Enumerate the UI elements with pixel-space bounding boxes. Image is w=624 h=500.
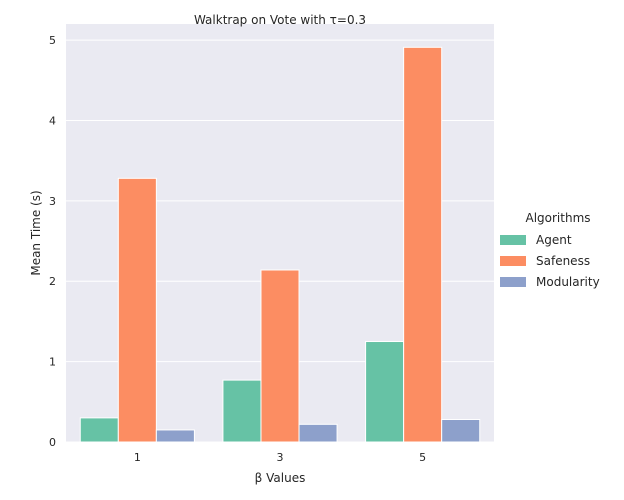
bar-agent-3: [222, 379, 262, 443]
bar-safeness-1: [117, 177, 157, 443]
legend-label-modularity: Modularity: [536, 275, 600, 289]
y-tick-label: 4: [49, 114, 56, 127]
bar-modularity-1: [155, 429, 195, 443]
bar-modularity-5: [441, 418, 481, 443]
bar-safeness-3: [260, 269, 300, 443]
legend-swatch-agent: [500, 235, 526, 245]
y-axis-label: Mean Time (s): [29, 190, 43, 275]
y-tick-label: 5: [49, 34, 56, 47]
bar-agent-1: [79, 417, 119, 443]
y-tick-label: 0: [49, 436, 56, 449]
y-tick-label: 1: [49, 356, 56, 369]
bar-safeness-5: [403, 46, 443, 443]
legend-swatch-safeness: [500, 256, 526, 266]
legend-label-agent: Agent: [536, 233, 572, 247]
y-tick-label: 2: [49, 275, 56, 288]
x-tick-label: 1: [134, 451, 141, 464]
chart-title: Walktrap on Vote with τ=0.3: [194, 13, 366, 27]
y-axis-ticks: 0 1 2 3 4 5: [49, 34, 56, 449]
legend-swatch-modularity: [500, 277, 526, 287]
legend-title: Algorithms: [525, 211, 590, 225]
bar-agent-5: [365, 341, 405, 443]
x-tick-label: 5: [419, 451, 426, 464]
bars: [79, 46, 481, 443]
y-tick-label: 3: [49, 195, 56, 208]
x-axis-label: β Values: [255, 471, 306, 485]
bar-modularity-3: [298, 423, 338, 443]
x-axis-ticks: 1 3 5: [134, 451, 426, 464]
legend: Algorithms Agent Safeness Modularity: [500, 211, 600, 289]
x-tick-label: 3: [277, 451, 284, 464]
legend-label-safeness: Safeness: [536, 254, 590, 268]
